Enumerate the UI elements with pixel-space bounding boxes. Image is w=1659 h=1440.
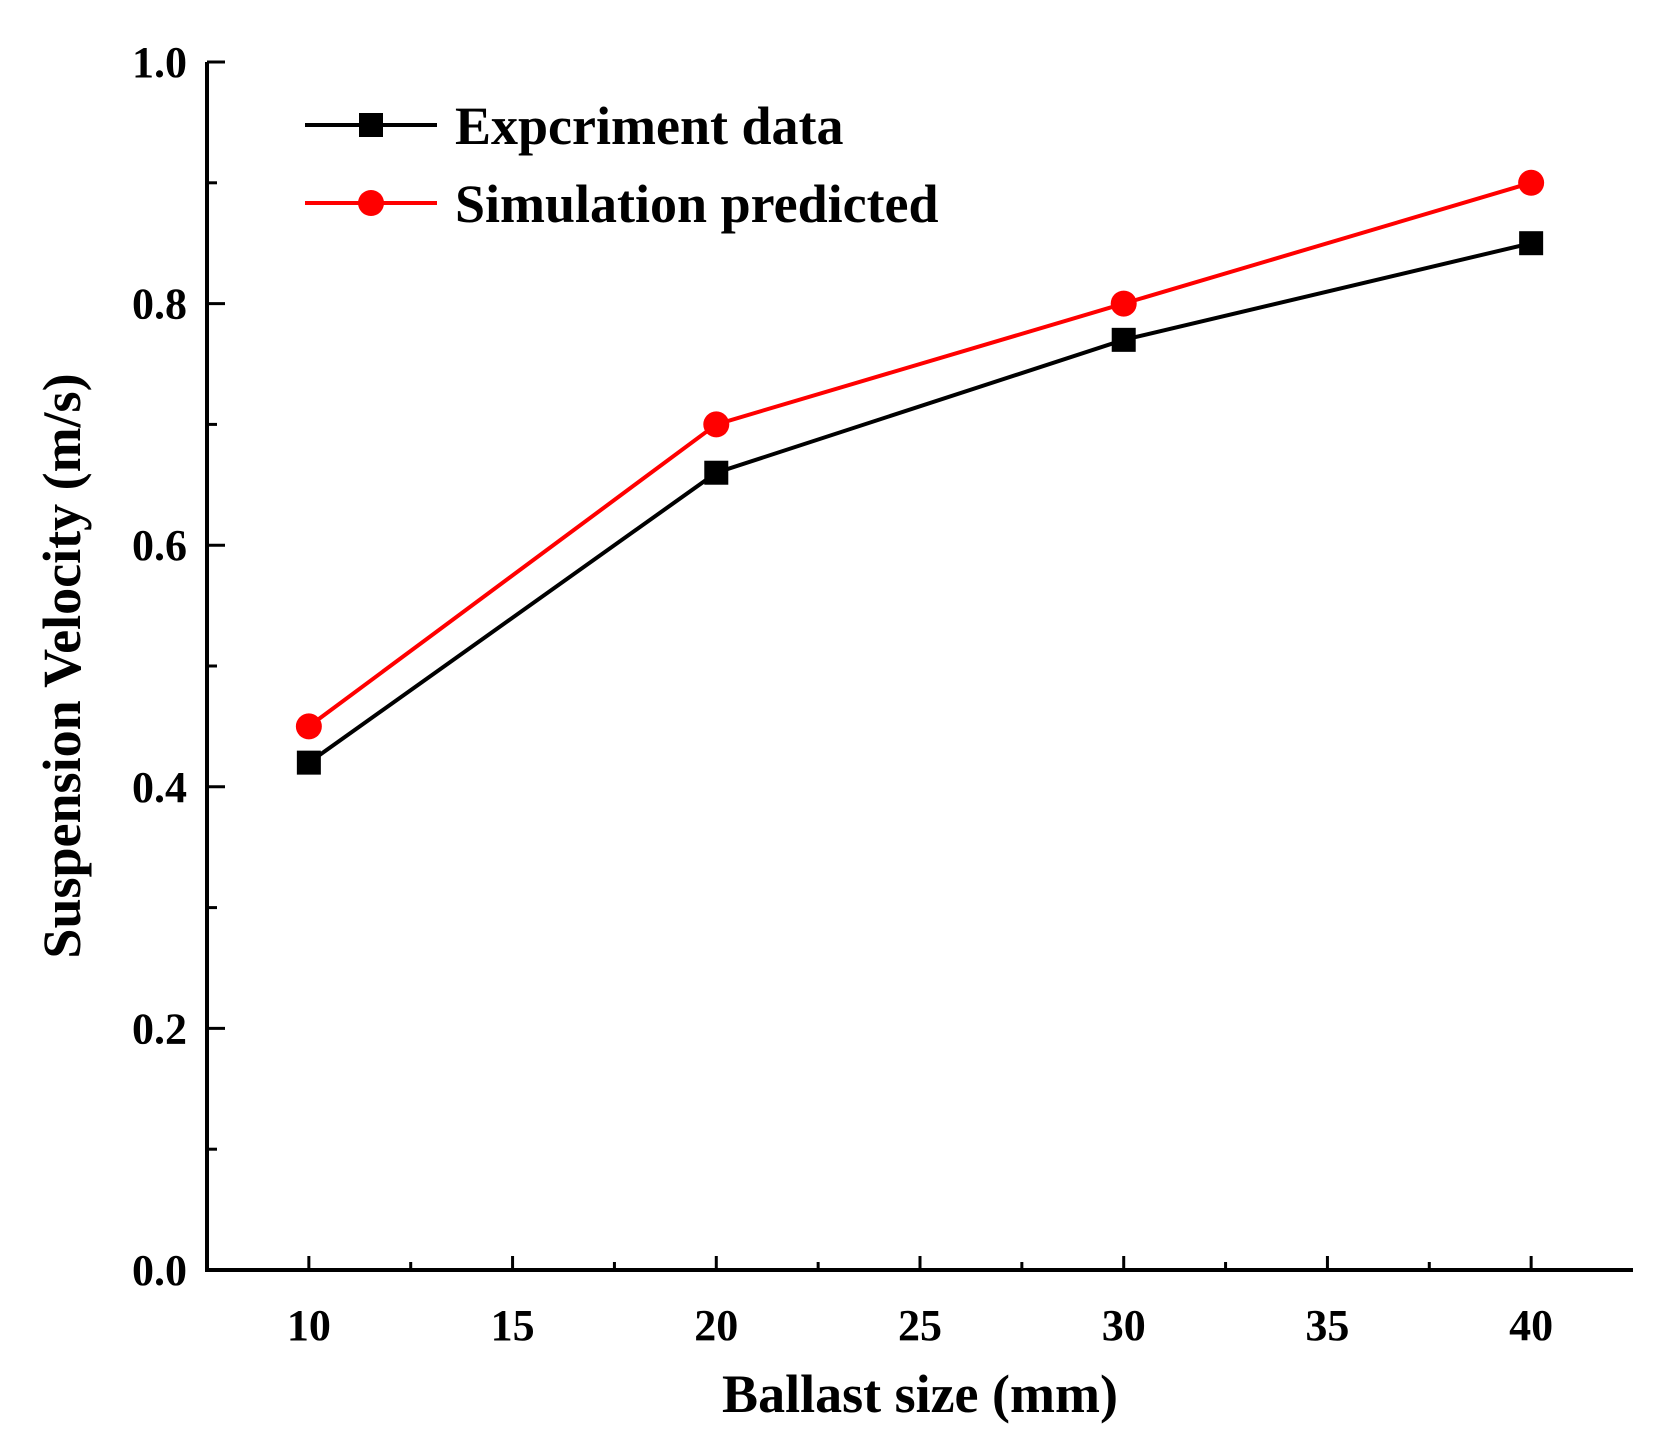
x-axis-title: Ballast size (mm) <box>722 1364 1118 1424</box>
legend-label-experiment: Expcriment data <box>455 96 843 156</box>
y-tick-label-0.4: 0.4 <box>132 763 187 812</box>
y-axis-title: Suspension Velocity (m/s) <box>32 373 92 958</box>
legend: Expcriment data Simulation predicted <box>305 96 939 234</box>
x-tick-label-30: 30 <box>1102 1301 1146 1350</box>
series-line-simulation <box>307 180 1532 729</box>
data-point-experiment-30 <box>1111 327 1136 352</box>
data-point-experiment-40 <box>1519 231 1544 256</box>
x-tick-label-25: 25 <box>898 1301 942 1350</box>
legend-marker-simulation <box>358 190 384 216</box>
data-point-simulation-20 <box>703 411 730 438</box>
x-tick-label-40: 40 <box>1509 1301 1553 1350</box>
data-point-experiment-10 <box>296 750 321 775</box>
series-line-experiment <box>307 241 1532 765</box>
y-tick-label-0.8: 0.8 <box>132 280 187 329</box>
y-tick-label-0.2: 0.2 <box>132 1004 187 1053</box>
x-tick-label-10: 10 <box>287 1301 331 1350</box>
x-tick-label-35: 35 <box>1305 1301 1349 1350</box>
series-layer <box>295 169 1545 775</box>
legend-label-simulation: Simulation predicted <box>455 174 939 234</box>
data-point-simulation-40 <box>1518 169 1545 196</box>
x-tick-label-15: 15 <box>491 1301 535 1350</box>
legend-marker-experiment <box>359 113 383 137</box>
y-tick-label-0: 0.0 <box>132 1246 187 1295</box>
x-tick-label-20: 20 <box>694 1301 738 1350</box>
y-ticks: 0.0 0.2 0.4 0.6 0.8 1.0 <box>132 38 225 1295</box>
data-point-simulation-10 <box>295 713 322 740</box>
data-point-simulation-30 <box>1110 290 1137 317</box>
y-tick-label-1: 1.0 <box>132 38 187 87</box>
x-ticks: 10 15 20 25 30 35 40 <box>287 1256 1553 1350</box>
data-point-experiment-20 <box>704 460 729 485</box>
y-tick-label-0.6: 0.6 <box>132 521 187 570</box>
